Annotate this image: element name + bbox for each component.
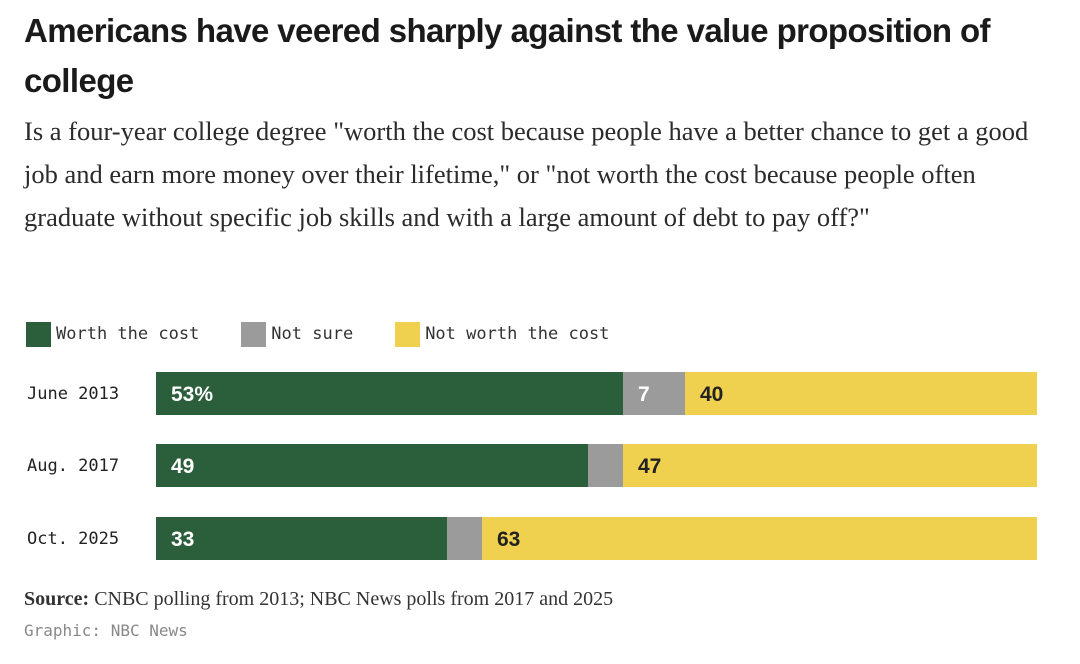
chart-subtitle: Is a four-year college degree "worth the…	[24, 116, 1029, 232]
data-label-worth: 53%	[171, 383, 214, 406]
row-label: Oct. 2025	[27, 529, 120, 549]
data-label-not-worth: 40	[700, 383, 724, 406]
legend-swatch-worth	[26, 321, 51, 347]
bar-segment-worth	[156, 517, 447, 560]
row-label: Aug. 2017	[27, 456, 120, 476]
data-label-not-worth: 63	[497, 528, 521, 551]
legend-label-worth: Worth the cost	[56, 324, 200, 344]
bar-segment-not-worth	[685, 372, 1037, 415]
source-text: CNBC polling from 2013; NBC News polls f…	[89, 588, 614, 610]
data-label-worth: 49	[171, 455, 195, 478]
legend-label-not-worth: Not worth the cost	[425, 324, 610, 344]
data-label-not-worth: 47	[638, 455, 662, 478]
source-note: Source: CNBC polling from 2013; NBC News…	[24, 588, 613, 611]
bar-segment-not-sure	[588, 444, 623, 487]
legend-item-worth: Worth the cost	[26, 321, 200, 347]
source-label: Source:	[24, 588, 90, 610]
bar-segment-not-sure	[447, 517, 482, 560]
bar-segment-not-worth	[623, 444, 1037, 487]
bar-segment-not-worth	[482, 517, 1037, 560]
legend-label-not-sure: Not sure	[271, 324, 354, 344]
bar-row: 33 63	[156, 517, 1037, 560]
legend-swatch-not-sure	[241, 321, 267, 347]
chart-title: Americans have veered sharply against th…	[24, 12, 991, 99]
bar-segment-worth	[156, 372, 623, 415]
legend-item-not-worth: Not worth the cost	[395, 321, 610, 347]
bar-segment-worth	[156, 444, 588, 487]
bar-row: 53% 7 40	[156, 372, 1037, 415]
row-label: June 2013	[27, 384, 120, 404]
legend: Worth the cost Not sure Not worth the co…	[26, 320, 651, 348]
graphic-credit: Graphic: NBC News	[24, 621, 188, 640]
bar-row: 49 47	[156, 444, 1037, 487]
bar-segment-not-sure	[623, 372, 685, 415]
data-label-not-sure: 7	[638, 383, 650, 406]
legend-item-not-sure: Not sure	[241, 321, 354, 347]
legend-swatch-not-worth	[395, 321, 421, 347]
data-label-worth: 33	[171, 528, 195, 551]
